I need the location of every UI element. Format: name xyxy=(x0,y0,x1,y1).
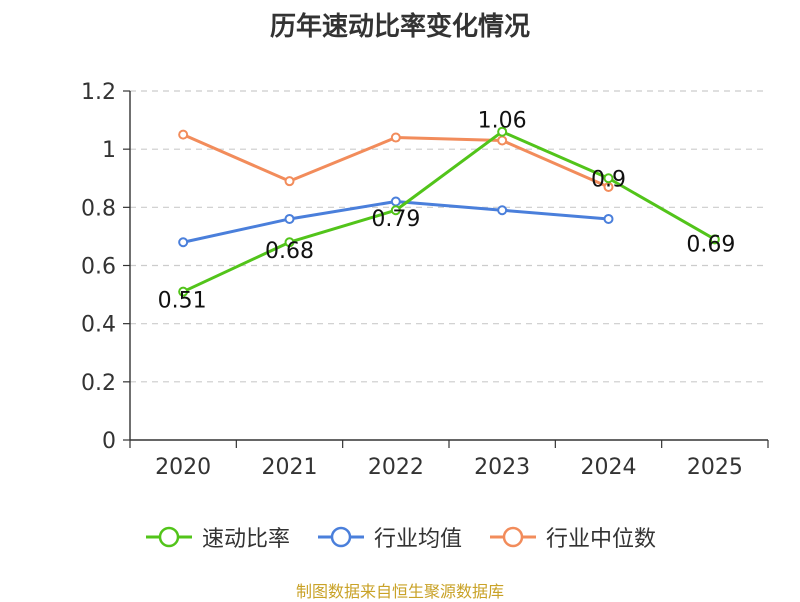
x-tick-label: 2021 xyxy=(262,455,318,480)
legend-label: 速动比率 xyxy=(201,527,290,552)
legend-item[interactable]: 速动比率 xyxy=(144,521,290,553)
x-tick-label: 2020 xyxy=(155,455,211,480)
y-tick-label: 0 xyxy=(102,429,116,454)
y-tick-label: 0.6 xyxy=(81,255,116,280)
data-label: 0.9 xyxy=(591,167,626,192)
y-tick-label: 0.2 xyxy=(81,371,116,396)
legend: 速动比率 行业均值 行业中位数 xyxy=(0,520,800,554)
data-label: 0.79 xyxy=(371,207,420,232)
data-label: 0.51 xyxy=(158,289,207,314)
series-lines xyxy=(182,130,716,294)
data-point xyxy=(603,213,614,224)
data-point xyxy=(709,234,720,245)
y-tick-label: 1.2 xyxy=(81,80,116,105)
x-tick-label: 2022 xyxy=(368,455,424,480)
x-tick-label: 2024 xyxy=(581,455,637,480)
legend-swatch-icon xyxy=(145,526,192,548)
source-note: 制图数据来自恒生聚源数据库 xyxy=(295,582,504,601)
data-labels: 0.51 0.68 0.79 1.06 0.9 0.69 xyxy=(158,109,736,314)
legend-item[interactable]: 行业均值 xyxy=(316,521,462,553)
data-point xyxy=(390,205,401,216)
data-point xyxy=(497,135,508,146)
data-point xyxy=(178,286,189,297)
grid-lines xyxy=(130,90,768,383)
data-point xyxy=(284,176,295,187)
x-tick-label: 2025 xyxy=(687,455,743,480)
data-point xyxy=(390,196,401,207)
series-points xyxy=(178,126,720,297)
legend-label: 行业中位数 xyxy=(546,527,657,552)
y-tick-label: 0.4 xyxy=(81,313,116,338)
data-label: 0.68 xyxy=(265,239,314,264)
legend-swatch-icon xyxy=(317,526,364,548)
data-label: 1.06 xyxy=(478,109,527,134)
x-tick-label: 2023 xyxy=(474,455,530,480)
data-point xyxy=(497,126,508,137)
data-point xyxy=(178,237,189,248)
y-tick-label: 1 xyxy=(102,138,116,163)
data-point xyxy=(390,132,401,143)
chart-title: 历年速动比率变化情况 xyxy=(269,12,530,42)
series-line xyxy=(182,130,716,294)
data-point xyxy=(603,173,614,184)
y-tick-label: 0.8 xyxy=(81,196,116,221)
legend-swatch-icon xyxy=(490,526,536,548)
data-point xyxy=(178,129,189,140)
axes: 0 0.2 0.4 0.6 0.8 1 1.2 2020 2021 2022 2023 2024 202… xyxy=(81,80,769,480)
data-point xyxy=(497,205,508,216)
data-label: 0.69 xyxy=(686,232,735,257)
legend-item[interactable]: 行业中位数 xyxy=(488,521,656,553)
data-point xyxy=(284,213,295,224)
legend-label: 行业均值 xyxy=(373,527,462,552)
data-point xyxy=(284,237,295,248)
